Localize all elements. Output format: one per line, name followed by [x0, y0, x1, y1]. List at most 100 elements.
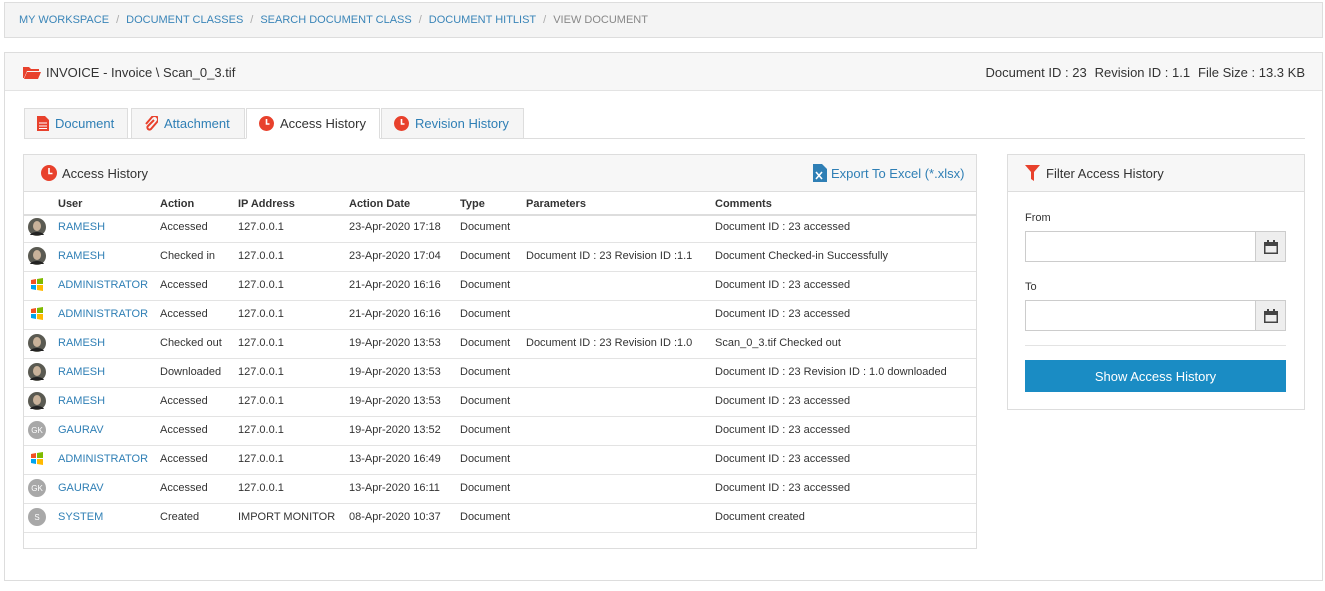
show-button[interactable]: Show Access History — [1025, 360, 1286, 392]
admin-icon — [31, 278, 43, 291]
tab-line — [24, 138, 1305, 139]
breadcrumb-item[interactable]: DOCUMENT HITLIST — [428, 14, 537, 26]
cell-action: Created — [160, 511, 200, 523]
cell-type: Document — [460, 308, 511, 320]
cell-comments: Document ID : 23 accessed — [715, 395, 851, 407]
export-link[interactable]: Export To Excel (*.xlsx) — [831, 166, 965, 181]
tab-label[interactable]: Attachment — [164, 116, 230, 131]
row-line — [24, 329, 976, 330]
column-header: Parameters — [526, 198, 586, 210]
cell-ip: 127.0.0.1 — [238, 482, 284, 494]
column-header: Type — [460, 198, 485, 210]
user-link[interactable]: SYSTEM — [58, 511, 104, 523]
cell-ip: 127.0.0.1 — [238, 395, 284, 407]
tab-access-history[interactable]: Access History — [246, 108, 380, 139]
cell-type: Document — [460, 511, 511, 523]
cell-date: 08-Apr-2020 10:37 — [349, 511, 441, 523]
tab-label[interactable]: Access History — [280, 116, 366, 131]
filter-panel — [1007, 154, 1305, 410]
cell-type: Document — [460, 337, 511, 349]
filter-divider — [1025, 345, 1286, 346]
column-header: Action — [160, 198, 195, 210]
row-line — [24, 503, 976, 504]
cell-action: Accessed — [160, 308, 208, 320]
cell-comments: Document ID : 23 accessed — [715, 279, 851, 291]
filter-title: Filter Access History — [1046, 166, 1164, 181]
cell-date: 21-Apr-2020 16:16 — [349, 308, 441, 320]
header-bar — [5, 53, 1322, 91]
cell-comments: Document Checked-in Successfully — [715, 250, 889, 262]
row-line — [24, 474, 976, 475]
user-link[interactable]: RAMESH — [58, 337, 106, 349]
cell-ip: 127.0.0.1 — [238, 453, 284, 465]
tab-revision-history[interactable]: Revision History — [381, 108, 524, 139]
cell-action: Accessed — [160, 395, 208, 407]
breadcrumb-item[interactable]: DOCUMENT CLASSES — [126, 14, 244, 26]
to-label: To — [1025, 281, 1037, 293]
breadcrumb-separator: / — [116, 14, 120, 26]
user-link[interactable]: RAMESH — [58, 221, 106, 233]
cell-type: Document — [460, 221, 511, 233]
history-panel — [23, 154, 977, 549]
avatar: GK — [28, 421, 46, 439]
user-link[interactable]: RAMESH — [58, 366, 106, 378]
user-link[interactable]: RAMESH — [58, 395, 106, 407]
breadcrumb-item[interactable]: SEARCH DOCUMENT CLASS — [260, 14, 412, 26]
row-line — [24, 532, 976, 533]
clock-icon — [259, 116, 274, 131]
user-link[interactable]: RAMESH — [58, 250, 106, 262]
user-link[interactable]: GAURAV — [58, 424, 104, 436]
doc-icon — [37, 116, 49, 131]
admin-icon — [31, 307, 43, 320]
folder-icon — [23, 67, 41, 79]
cell-ip: 127.0.0.1 — [238, 250, 284, 262]
calendar-icon — [1263, 239, 1278, 254]
document-meta: Document ID : 23 Revision ID : 1.1 File … — [986, 65, 1305, 80]
row-line — [24, 242, 976, 243]
cell-ip: 127.0.0.1 — [238, 279, 284, 291]
main-panel — [4, 52, 1323, 581]
cell-ip: 127.0.0.1 — [238, 366, 284, 378]
admin-icon — [31, 452, 43, 465]
revision-id: Revision ID : 1.1 — [1094, 65, 1191, 80]
tab-label[interactable]: Document — [55, 116, 115, 131]
row-line — [24, 445, 976, 446]
user-link[interactable]: GAURAV — [58, 482, 104, 494]
cell-comments: Document ID : 23 accessed — [715, 424, 851, 436]
cell-type: Document — [460, 366, 511, 378]
column-header: Action Date — [349, 198, 411, 210]
from-label: From — [1025, 212, 1051, 224]
cell-date: 23-Apr-2020 17:04 — [349, 250, 441, 262]
from-input[interactable] — [1025, 231, 1256, 262]
breadcrumb-separator: / — [250, 14, 254, 26]
tab-document[interactable]: Document — [24, 108, 128, 139]
from-calendar[interactable] — [1255, 231, 1286, 262]
user-link[interactable]: ADMINISTRATOR — [58, 279, 149, 291]
cell-ip: 127.0.0.1 — [238, 308, 284, 320]
row-line — [24, 387, 976, 388]
cell-parameters: Document ID : 23 Revision ID :1.0 — [526, 337, 693, 349]
cell-date: 23-Apr-2020 17:18 — [349, 221, 441, 233]
breadcrumb: MY WORKSPACE / DOCUMENT CLASSES / SEARCH DOC… — [19, 14, 648, 26]
filter-header — [1008, 155, 1304, 192]
cell-ip: 127.0.0.1 — [238, 221, 284, 233]
cell-action: Downloaded — [160, 366, 222, 378]
document-title: INVOICE - Invoice \ Scan_0_3.tif — [46, 65, 236, 80]
funnel-icon — [1025, 165, 1040, 181]
column-header: Comments — [715, 198, 772, 210]
cell-action: Accessed — [160, 453, 208, 465]
row-line — [24, 300, 976, 301]
tab-attachment[interactable]: Attachment — [131, 108, 245, 139]
cell-type: Document — [460, 482, 511, 494]
tab-label[interactable]: Revision History — [415, 116, 509, 131]
breadcrumb-bar — [4, 2, 1323, 38]
row-line — [24, 271, 976, 272]
user-link[interactable]: ADMINISTRATOR — [58, 453, 149, 465]
user-link[interactable]: ADMINISTRATOR — [58, 308, 149, 320]
cell-date: 19-Apr-2020 13:53 — [349, 395, 441, 407]
to-calendar[interactable] — [1255, 300, 1286, 331]
to-input[interactable] — [1025, 300, 1256, 331]
clip-icon — [145, 116, 158, 131]
column-header: IP Address — [238, 198, 295, 210]
breadcrumb-item[interactable]: MY WORKSPACE — [19, 14, 110, 26]
